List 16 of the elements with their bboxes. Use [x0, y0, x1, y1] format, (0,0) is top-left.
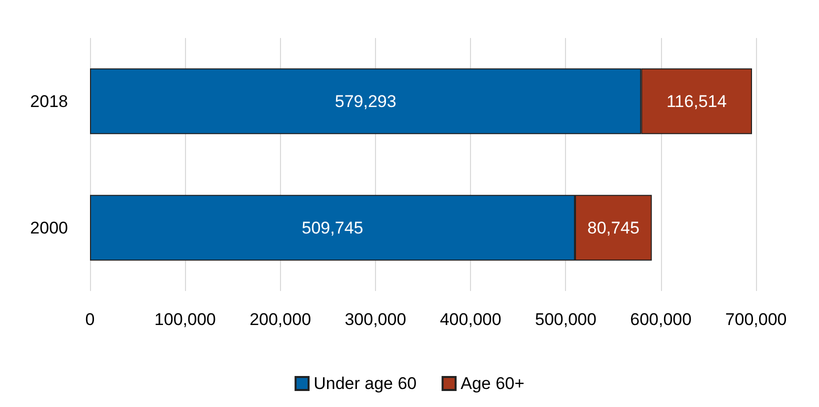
x-tick-label: 100,000: [154, 310, 216, 329]
x-tick-label: 0: [85, 310, 95, 329]
data-label: 116,514: [666, 92, 727, 111]
y-tick-label: 2000: [30, 218, 68, 238]
data-label: 579,293: [334, 92, 396, 111]
x-tick-label: 500,000: [534, 310, 596, 329]
legend-label: Under age 60: [314, 374, 417, 393]
data-label: 80,745: [587, 218, 640, 238]
legend-label: Age 60+: [460, 374, 524, 393]
y-tick-label: 2018: [30, 92, 68, 111]
x-tick-label: 300,000: [344, 310, 406, 329]
data-label: 509,745: [302, 218, 364, 238]
x-tick-label: 600,000: [630, 310, 692, 329]
x-tick-label: 700,000: [725, 310, 787, 329]
x-tick-label: 400,000: [440, 310, 502, 329]
x-tick-label: 200,000: [250, 310, 312, 329]
